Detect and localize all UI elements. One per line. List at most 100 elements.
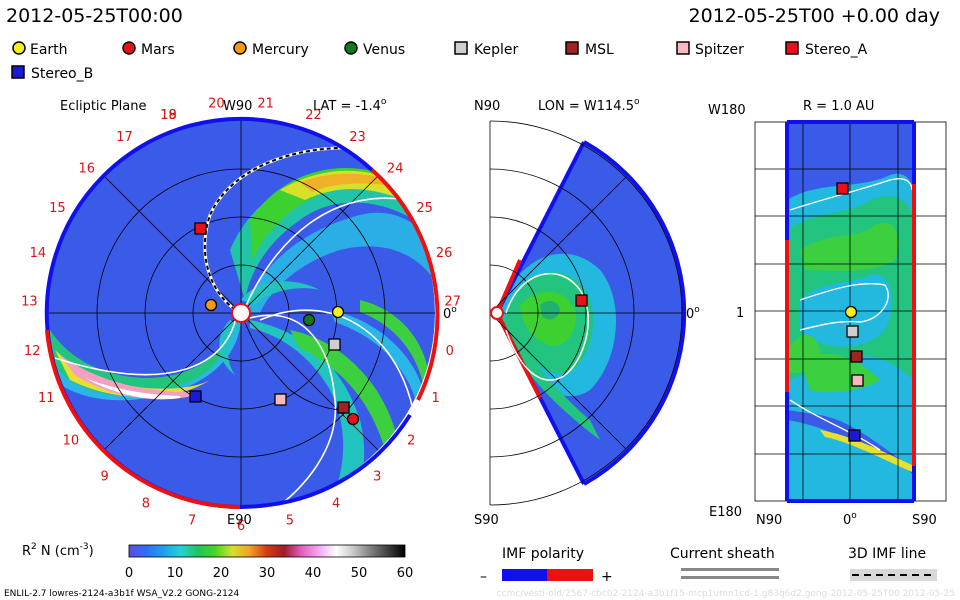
colorbar-tick-label: 50 — [351, 566, 368, 581]
ecliptic-ring-number: 16 — [79, 162, 96, 177]
ecliptic-ring-number: 18 — [160, 108, 177, 123]
watermark-footer: ccmc/vesti-old/2567-cbc02-2124-a3b1f15-m… — [497, 589, 955, 599]
stereo-a-marker — [575, 294, 588, 307]
meridional-bottom-left: S90 — [474, 513, 499, 528]
colorbar: R2 N (cm-3) 0 10 20 30 40 50 60 — [22, 542, 413, 581]
imf-title: IMF polarity — [502, 546, 584, 562]
stereo-a-marker — [785, 41, 799, 55]
kepler-marker — [328, 338, 341, 351]
radial-bottom-left: E180 — [709, 505, 742, 520]
ecliptic-ring-number: 4 — [332, 497, 340, 512]
meridional-right-label: 0o — [686, 305, 700, 322]
colorbar-tick-label: 20 — [213, 566, 230, 581]
ecliptic-ring-number: 20 — [208, 96, 225, 111]
colorbar-gradient — [128, 544, 406, 558]
meridional-field-line — [505, 272, 589, 381]
meridional-boundary — [583, 140, 687, 486]
sheath-line-2 — [681, 576, 779, 579]
legend-label: Kepler — [474, 42, 518, 58]
meridional-panel: N90 LON = W114.5o 0o S90 — [474, 97, 700, 528]
ecliptic-ring-number: 22 — [305, 108, 322, 123]
colorbar-label: R2 N (cm-3) — [22, 542, 94, 559]
sheath-title: Current sheath — [670, 546, 775, 562]
radial-x-label-0: 0o — [843, 511, 857, 528]
ecliptic-ring-number: 21 — [257, 96, 274, 111]
colorbar-ticks: 0 10 20 30 40 50 60 — [125, 566, 413, 581]
meridional-edge-red-top — [495, 259, 522, 314]
radial-x-label-s90: S90 — [912, 513, 937, 528]
meridional-sun — [490, 306, 504, 320]
ecliptic-ring-number: 8 — [142, 497, 150, 512]
spitzer-marker — [851, 374, 864, 387]
stereo-b-marker — [11, 65, 25, 79]
colorbar-tick-label: 40 — [305, 566, 322, 581]
radial-title: R = 1.0 AU — [803, 99, 874, 114]
spitzer-marker — [676, 41, 690, 55]
ecliptic-ring-number: 0 — [446, 344, 454, 359]
sheath-line-1 — [681, 568, 779, 571]
radial-x-label-n90: N90 — [756, 513, 782, 528]
colorbar-tick-label: 0 — [125, 566, 133, 581]
radial-panel: W180 R = 1.0 AU — [708, 99, 947, 528]
legend-item-kepler: Kepler — [454, 41, 518, 58]
imf-negative-bar — [502, 569, 547, 581]
colorbar-tick-label: 60 — [397, 566, 414, 581]
legend-label: Mercury — [252, 42, 309, 58]
earth-marker — [331, 305, 345, 319]
ecliptic-ring-number: 10 — [63, 434, 80, 449]
ecliptic-ring-number: 23 — [349, 130, 366, 145]
msl-marker — [565, 41, 579, 55]
venus-marker — [302, 313, 316, 327]
legend-item-spitzer: Spitzer — [676, 41, 744, 58]
mars-marker — [346, 412, 360, 426]
imf-polarity-legend: IMF polarity – + — [480, 546, 613, 585]
ecliptic-ring-number: 5 — [286, 513, 294, 528]
ecliptic-ring-number: 24 — [387, 162, 404, 177]
meridional-density-field — [497, 142, 685, 484]
mercury-marker — [233, 41, 247, 55]
mercury-marker — [204, 298, 218, 312]
ecliptic-ring-number: 19 — [160, 108, 177, 123]
ecliptic-bottom-label: E90 — [227, 513, 252, 528]
ecliptic-ring-number: 17 — [116, 130, 133, 145]
stereo-a-marker — [836, 182, 849, 195]
legend-item-msl: MSL — [565, 41, 614, 58]
msl-marker — [850, 350, 863, 363]
imf-positive-bar — [547, 569, 593, 581]
model-footer: ENLIL-2.7 lowres-2124-a3b1f WSA_V2.2 GON… — [4, 589, 240, 599]
ecliptic-ring-number: 12 — [24, 344, 41, 359]
ecliptic-boundary-red — [370, 168, 440, 401]
ecliptic-boundary-red-left — [45, 329, 241, 509]
radial-field-lines — [789, 178, 913, 451]
imf-line-legend: 3D IMF line — [848, 546, 937, 581]
legend-label: Stereo_A — [805, 42, 868, 58]
imf-plus: + — [601, 569, 613, 585]
stereo-b-marker — [189, 390, 202, 403]
ecliptic-ring-number: 1 — [432, 391, 440, 406]
legend-item-mercury: Mercury — [233, 41, 309, 58]
earth-marker — [12, 41, 26, 55]
spitzer-marker — [274, 393, 287, 406]
ecliptic-ring-number: 11 — [38, 391, 55, 406]
ecliptic-ring-number: 27 — [444, 295, 461, 310]
imfline-title: 3D IMF line — [848, 546, 926, 562]
kepler-marker — [454, 41, 468, 55]
ecliptic-ring-number: 9 — [101, 469, 109, 484]
ecliptic-ring-number: 26 — [436, 246, 453, 261]
legend-label: Mars — [141, 42, 175, 58]
ecliptic-right-label: 0o — [443, 305, 457, 322]
venus-marker — [344, 41, 358, 55]
ecliptic-ring-number: 6 — [237, 519, 245, 534]
imf-minus: – — [480, 569, 487, 585]
meridional-top-left: N90 — [474, 99, 500, 114]
legend-label: MSL — [585, 42, 614, 58]
legend-label: Spitzer — [695, 42, 744, 58]
stereo-b-marker — [848, 429, 861, 442]
legend-label: Stereo_B — [31, 66, 93, 82]
stereo-a-marker — [194, 222, 207, 235]
current-sheath-legend: Current sheath — [670, 546, 779, 579]
ecliptic-ring-number: 25 — [416, 201, 433, 216]
ecliptic-ring-number: 2 — [407, 434, 415, 449]
